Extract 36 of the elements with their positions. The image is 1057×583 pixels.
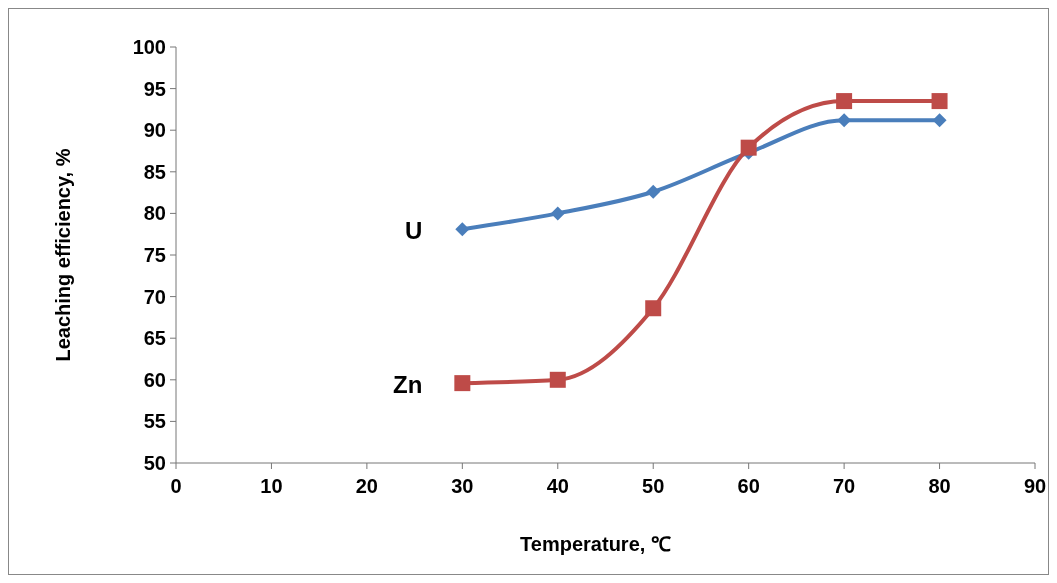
point — [837, 113, 852, 128]
y-tick-label: 55 — [143, 410, 166, 433]
y-tick-label: 50 — [143, 452, 166, 474]
x-tick-label: 80 — [928, 475, 951, 497]
y-tick-label: 70 — [143, 285, 166, 308]
point — [550, 206, 565, 221]
series-label: Zn — [393, 371, 423, 399]
x-tick-label: 30 — [451, 475, 474, 497]
point — [932, 113, 947, 128]
x-tick-label: 10 — [260, 475, 283, 497]
series-label: U — [404, 217, 423, 245]
y-tick-label: 65 — [143, 327, 166, 350]
y-tick-label: 90 — [143, 119, 166, 142]
point — [455, 222, 470, 237]
y-tick-label: 85 — [143, 160, 166, 183]
y-axis-title: Leaching efficiency, % — [52, 148, 74, 362]
point — [454, 375, 471, 392]
y-tick-label: 75 — [143, 244, 166, 266]
y-tick-label: 60 — [143, 368, 166, 391]
point — [931, 93, 948, 110]
x-tick-label: 40 — [546, 475, 569, 497]
x-axis-title: Temperature, ℃ — [520, 533, 671, 555]
point — [549, 371, 566, 388]
x-tick-label: 50 — [642, 475, 665, 497]
x-tick-label: 60 — [737, 475, 760, 497]
point — [645, 300, 662, 317]
x-tick-label: 0 — [170, 475, 182, 497]
x-tick-label: 90 — [1023, 475, 1047, 497]
x-tick-label: 20 — [355, 475, 379, 497]
y-tick-label: 95 — [143, 77, 166, 100]
x-tick-label: 70 — [832, 475, 856, 497]
point — [836, 93, 853, 110]
y-tick-label: 80 — [143, 202, 166, 225]
y-tick-label: 100 — [132, 36, 166, 58]
point — [646, 184, 661, 199]
point — [740, 139, 757, 156]
